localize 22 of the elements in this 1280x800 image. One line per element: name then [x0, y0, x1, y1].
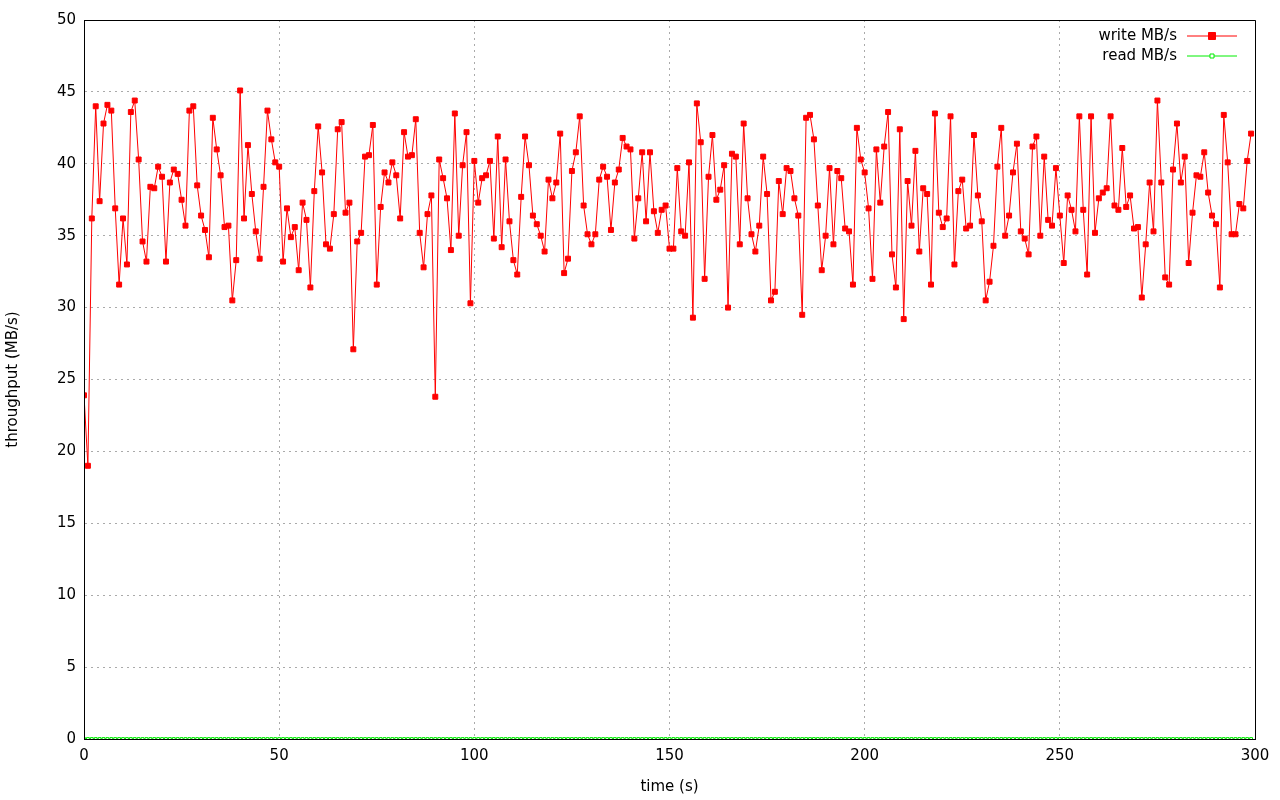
y-tick-label: 40: [56, 153, 76, 172]
y-tick-label: 25: [56, 369, 76, 388]
y-axis-title: throughput (MB/s): [2, 311, 21, 448]
y-tick-label: 0: [66, 728, 76, 747]
x-tick-label: 250: [1045, 745, 1075, 764]
x-tick-label: 150: [655, 745, 684, 764]
y-tick-label: 50: [56, 9, 76, 28]
x-tick-label: 300: [1240, 745, 1270, 764]
y-tick-label: 10: [56, 585, 76, 604]
y-tick-label: 30: [56, 297, 76, 316]
y-tick-label: 5: [66, 656, 76, 675]
x-tick-label: 50: [269, 745, 289, 764]
y-tick-label: 45: [56, 81, 76, 100]
y-tick-label: 15: [56, 513, 76, 532]
y-tick-label: 20: [56, 441, 76, 460]
x-tick-label: 0: [79, 745, 89, 764]
y-tick-label: 35: [56, 225, 76, 244]
x-tick-label: 200: [850, 745, 879, 764]
legend-label: read MB/s: [1102, 45, 1178, 64]
x-axis-title: time (s): [640, 776, 699, 795]
legend-label: write MB/s: [1098, 25, 1178, 44]
x-tick-label: 100: [460, 745, 489, 764]
